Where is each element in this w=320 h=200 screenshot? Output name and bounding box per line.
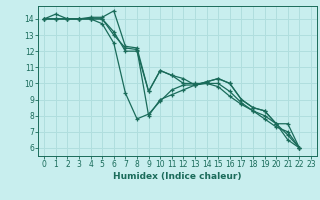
X-axis label: Humidex (Indice chaleur): Humidex (Indice chaleur) — [113, 172, 242, 181]
